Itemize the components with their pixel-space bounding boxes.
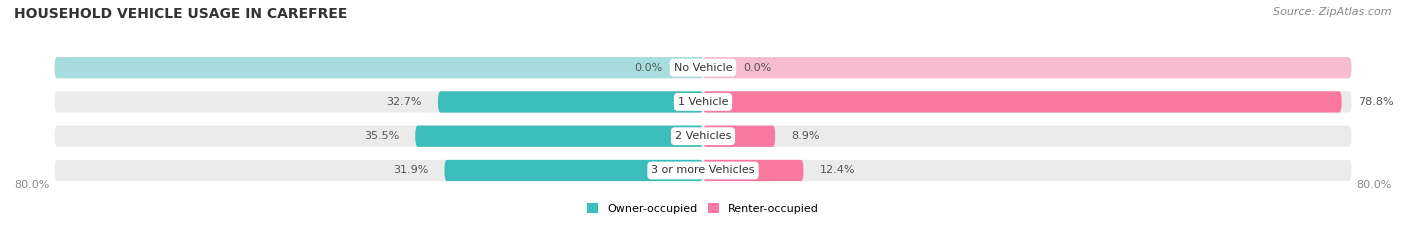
Text: 2 Vehicles: 2 Vehicles: [675, 131, 731, 141]
FancyBboxPatch shape: [55, 57, 703, 78]
FancyBboxPatch shape: [55, 57, 1351, 78]
Text: 80.0%: 80.0%: [14, 180, 49, 190]
Text: Source: ZipAtlas.com: Source: ZipAtlas.com: [1274, 7, 1392, 17]
Text: 1 Vehicle: 1 Vehicle: [678, 97, 728, 107]
FancyBboxPatch shape: [703, 126, 775, 147]
Text: 3 or more Vehicles: 3 or more Vehicles: [651, 165, 755, 175]
Text: 0.0%: 0.0%: [744, 63, 772, 73]
FancyBboxPatch shape: [415, 126, 703, 147]
Text: 32.7%: 32.7%: [387, 97, 422, 107]
Text: 0.0%: 0.0%: [634, 63, 662, 73]
FancyBboxPatch shape: [437, 91, 703, 113]
Text: 35.5%: 35.5%: [364, 131, 399, 141]
Text: 80.0%: 80.0%: [1357, 180, 1392, 190]
Text: 8.9%: 8.9%: [792, 131, 820, 141]
Text: 31.9%: 31.9%: [392, 165, 429, 175]
FancyBboxPatch shape: [55, 160, 1351, 181]
FancyBboxPatch shape: [703, 91, 1341, 113]
FancyBboxPatch shape: [444, 160, 703, 181]
Text: HOUSEHOLD VEHICLE USAGE IN CAREFREE: HOUSEHOLD VEHICLE USAGE IN CAREFREE: [14, 7, 347, 21]
FancyBboxPatch shape: [703, 160, 803, 181]
FancyBboxPatch shape: [703, 57, 1351, 78]
Legend: Owner-occupied, Renter-occupied: Owner-occupied, Renter-occupied: [582, 199, 824, 218]
Text: 78.8%: 78.8%: [1358, 97, 1393, 107]
Text: No Vehicle: No Vehicle: [673, 63, 733, 73]
FancyBboxPatch shape: [55, 126, 1351, 147]
Text: 12.4%: 12.4%: [820, 165, 855, 175]
FancyBboxPatch shape: [55, 91, 1351, 113]
